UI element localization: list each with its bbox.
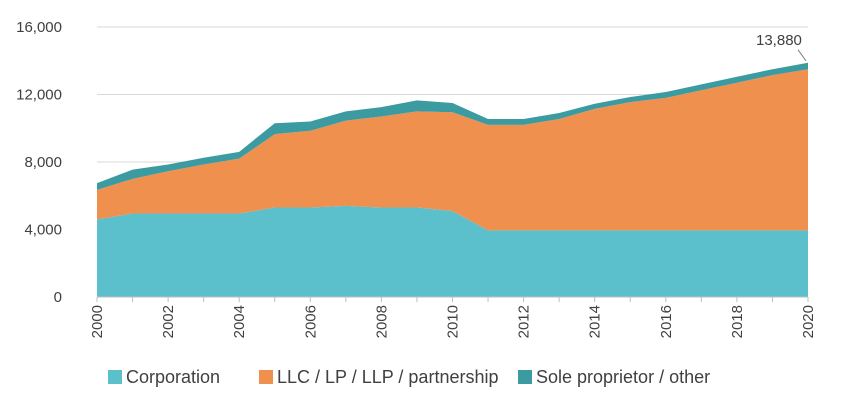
x-tick-label: 2014 bbox=[587, 305, 604, 338]
legend-swatch-corporation bbox=[108, 370, 122, 384]
y-tick-label: 8,000 bbox=[24, 154, 62, 171]
area-llc-lp-llp-partnership bbox=[97, 69, 808, 231]
annotation-leader bbox=[797, 49, 807, 62]
x-tick-label: 2000 bbox=[89, 305, 106, 338]
x-tick-label: 2016 bbox=[658, 305, 675, 338]
y-tick-label: 0 bbox=[54, 289, 62, 306]
annotations: 13,880 bbox=[756, 32, 807, 62]
legend-label-corporation: Corporation bbox=[126, 367, 220, 387]
area-corporation bbox=[97, 205, 808, 297]
x-tick-label: 2006 bbox=[302, 305, 319, 338]
legend-label-llc-lp-llp-partnership: LLC / LP / LLP / partnership bbox=[277, 367, 498, 387]
legend-label-sole-proprietor-other: Sole proprietor / other bbox=[536, 367, 710, 387]
x-tick-label: 2010 bbox=[445, 305, 462, 338]
x-tick-label: 2020 bbox=[800, 305, 817, 338]
axes: 0 4,000 8,000 12,000 16,000 2000 2002 2004 2006 2… bbox=[16, 19, 817, 338]
x-tick-label: 2004 bbox=[231, 305, 248, 338]
y-tick-label: 12,000 bbox=[16, 87, 62, 104]
x-tick-label: 2002 bbox=[160, 305, 177, 338]
legend: Corporation LLC / LP / LLP / partnership S… bbox=[108, 367, 710, 387]
x-tick-label: 2008 bbox=[373, 305, 390, 338]
y-tick-label: 16,000 bbox=[16, 19, 62, 36]
area-series bbox=[97, 62, 808, 297]
legend-swatch-sole-proprietor-other bbox=[518, 370, 532, 384]
x-tick-label: 2012 bbox=[516, 305, 533, 338]
y-tick-label: 4,000 bbox=[24, 222, 62, 239]
legend-swatch-llc-lp-llp-partnership bbox=[259, 370, 273, 384]
x-tick-label: 2018 bbox=[729, 305, 746, 338]
annotation-label: 13,880 bbox=[756, 32, 802, 49]
